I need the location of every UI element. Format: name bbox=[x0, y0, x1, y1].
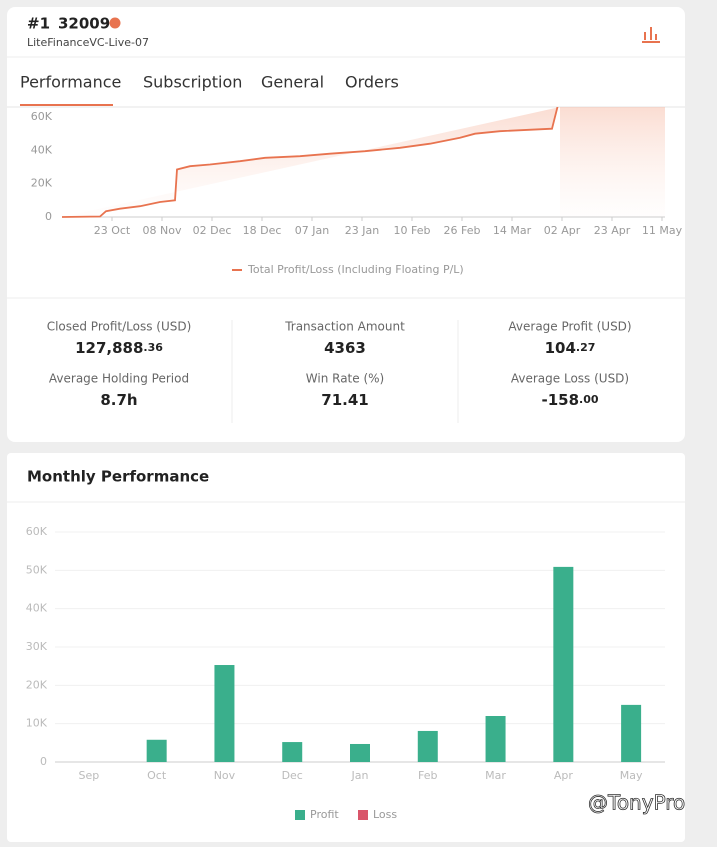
area bbox=[62, 107, 665, 217]
x-tick-label: 23 Jan bbox=[345, 224, 379, 237]
x-tick-label: Nov bbox=[214, 769, 236, 782]
x-tick-label: 18 Dec bbox=[243, 224, 282, 237]
x-tick-label: 08 Nov bbox=[143, 224, 182, 237]
x-tick-label: Mar bbox=[485, 769, 506, 782]
y-tick-label: 30K bbox=[26, 640, 48, 653]
stat-value-main: 71.41 bbox=[321, 391, 368, 409]
strategy-id: 32009 bbox=[58, 15, 110, 33]
y-tick-label: 0 bbox=[40, 755, 47, 768]
stat-value-main: 104 bbox=[545, 339, 576, 357]
stat-label: Average Loss (USD) bbox=[511, 372, 629, 386]
stat-value-main: -158 bbox=[541, 391, 579, 409]
stat-value: 4363 bbox=[324, 339, 366, 357]
legend-swatch bbox=[295, 810, 305, 820]
y-tick-label: 20K bbox=[26, 678, 48, 691]
x-tick-label: 02 Dec bbox=[193, 224, 232, 237]
y-tick-label: 60K bbox=[31, 110, 53, 123]
stat-value-main: 127,888 bbox=[75, 339, 143, 357]
stat-label: Transaction Amount bbox=[284, 320, 405, 334]
active-tab-underline bbox=[20, 104, 113, 106]
stat-value: 8.7h bbox=[100, 391, 137, 409]
x-tick-label: 11 May bbox=[642, 224, 683, 237]
bar bbox=[350, 743, 370, 762]
bar bbox=[621, 704, 642, 762]
x-tick-label: Oct bbox=[147, 769, 167, 782]
legend-swatch bbox=[358, 810, 368, 820]
stat-label: Closed Profit/Loss (USD) bbox=[47, 320, 192, 334]
y-tick-label: 10K bbox=[26, 717, 48, 730]
tab[interactable]: Orders bbox=[345, 73, 399, 92]
account-name: LiteFinanceVC-Live-07 bbox=[27, 36, 149, 49]
stat-value: -158.00 bbox=[541, 391, 598, 409]
y-tick-label: 20K bbox=[31, 177, 53, 190]
stat-value-main: 8.7h bbox=[100, 391, 137, 409]
x-tick-label: 23 Oct bbox=[94, 224, 131, 237]
x-tick-label: Jan bbox=[351, 769, 369, 782]
y-tick-label: 0 bbox=[45, 210, 52, 223]
rank: #1 bbox=[27, 15, 50, 33]
stat-value: 71.41 bbox=[321, 391, 368, 409]
bar bbox=[553, 566, 574, 762]
bar bbox=[417, 730, 438, 762]
y-tick-label: 60K bbox=[26, 525, 48, 538]
y-tick-label: 50K bbox=[26, 563, 48, 576]
line bbox=[61, 107, 559, 218]
stat-value-fraction: .36 bbox=[143, 341, 163, 354]
stat-label: Average Holding Period bbox=[49, 372, 189, 386]
bar bbox=[282, 742, 303, 762]
x-tick-label: 10 Feb bbox=[394, 224, 431, 237]
x-tick-label: Dec bbox=[282, 769, 303, 782]
watermark: @TonyPro bbox=[588, 791, 685, 815]
bar bbox=[485, 716, 506, 762]
plot-area bbox=[61, 107, 665, 218]
x-tick-label: 26 Feb bbox=[444, 224, 481, 237]
x-tick-label: 23 Apr bbox=[594, 224, 631, 237]
bar bbox=[214, 665, 235, 762]
card bbox=[7, 7, 685, 442]
stat-label: Win Rate (%) bbox=[306, 372, 384, 386]
y-tick-label: 40K bbox=[26, 602, 48, 615]
tab[interactable]: Subscription bbox=[143, 73, 242, 92]
x-tick-label: May bbox=[620, 769, 643, 782]
stat-value-fraction: .27 bbox=[576, 341, 596, 354]
legend-label: Profit bbox=[310, 808, 339, 821]
stat-value-main: 4363 bbox=[324, 339, 366, 357]
x-tick-label: Feb bbox=[418, 769, 437, 782]
badge-icon bbox=[109, 17, 121, 29]
stat-label: Average Profit (USD) bbox=[508, 320, 631, 334]
stat-value-fraction: .00 bbox=[579, 393, 599, 406]
tab[interactable]: General bbox=[261, 73, 324, 92]
stat-value: 104.27 bbox=[545, 339, 596, 357]
x-tick-label: Sep bbox=[79, 769, 100, 782]
legend-label: Loss bbox=[373, 808, 397, 821]
stat-value: 127,888.36 bbox=[75, 339, 163, 357]
chart-icon[interactable] bbox=[642, 27, 660, 43]
y-tick-label: 40K bbox=[31, 143, 53, 156]
legend-label: Total Profit/Loss (Including Floating P/… bbox=[247, 263, 464, 276]
section-title: Monthly Performance bbox=[27, 468, 209, 486]
tab[interactable]: Performance bbox=[20, 73, 121, 92]
x-tick-label: Apr bbox=[554, 769, 574, 782]
x-tick-label: 07 Jan bbox=[295, 224, 329, 237]
x-tick-label: 14 Mar bbox=[493, 224, 532, 237]
x-tick-label: 02 Apr bbox=[544, 224, 581, 237]
bar bbox=[146, 739, 167, 762]
